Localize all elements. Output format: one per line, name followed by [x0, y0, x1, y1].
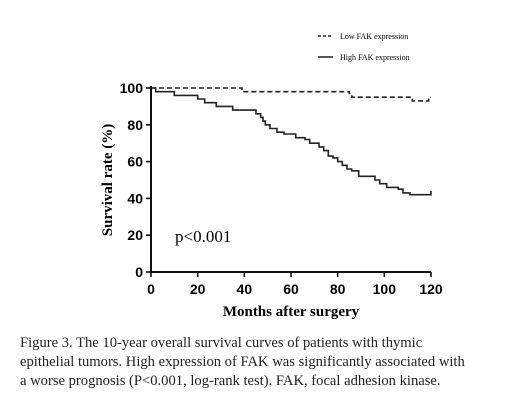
x-tick-label: 120	[419, 281, 443, 297]
y-axis-label: Survival rate (%)	[100, 124, 116, 236]
chart-axes: 0 20 40 60 80 100 0 20 40 60 80 100 120	[120, 80, 443, 297]
y-tick-label: 100	[120, 80, 144, 96]
y-tick-label: 80	[127, 117, 143, 133]
x-tick-label: 40	[237, 281, 253, 297]
caption-line-2: epithelial tumors. High expression of FA…	[20, 354, 465, 370]
x-tick-label: 60	[283, 281, 299, 297]
y-tick-label: 0	[135, 264, 143, 280]
x-axis-label: Months after surgery	[223, 304, 360, 320]
survival-chart: Low FAK expression High FAK expression 0 2…	[100, 32, 443, 320]
y-tick-label: 40	[127, 190, 143, 206]
caption-line-1: Figure 3. The 10-year overall survival c…	[20, 335, 423, 351]
chart-curves	[151, 87, 432, 196]
x-tick-label: 0	[147, 281, 155, 297]
x-tick-label: 80	[330, 281, 346, 297]
figure-caption: Figure 3. The 10-year overall survival c…	[20, 334, 520, 391]
caption-line-3: a worse prognosis (P<0.001, log-rank tes…	[20, 373, 441, 389]
low-fak-curve	[151, 87, 431, 102]
p-value-annotation: p<0.001	[175, 227, 231, 246]
y-tick-label: 60	[127, 154, 143, 170]
legend-label: High FAK expression	[340, 53, 410, 62]
legend-label: Low FAK expression	[340, 32, 408, 41]
chart-legend: Low FAK expression High FAK expression	[318, 32, 410, 62]
x-tick-label: 100	[373, 281, 397, 297]
y-tick-label: 20	[127, 227, 143, 243]
high-fak-curve	[151, 87, 432, 196]
x-tick-label: 20	[190, 281, 206, 297]
